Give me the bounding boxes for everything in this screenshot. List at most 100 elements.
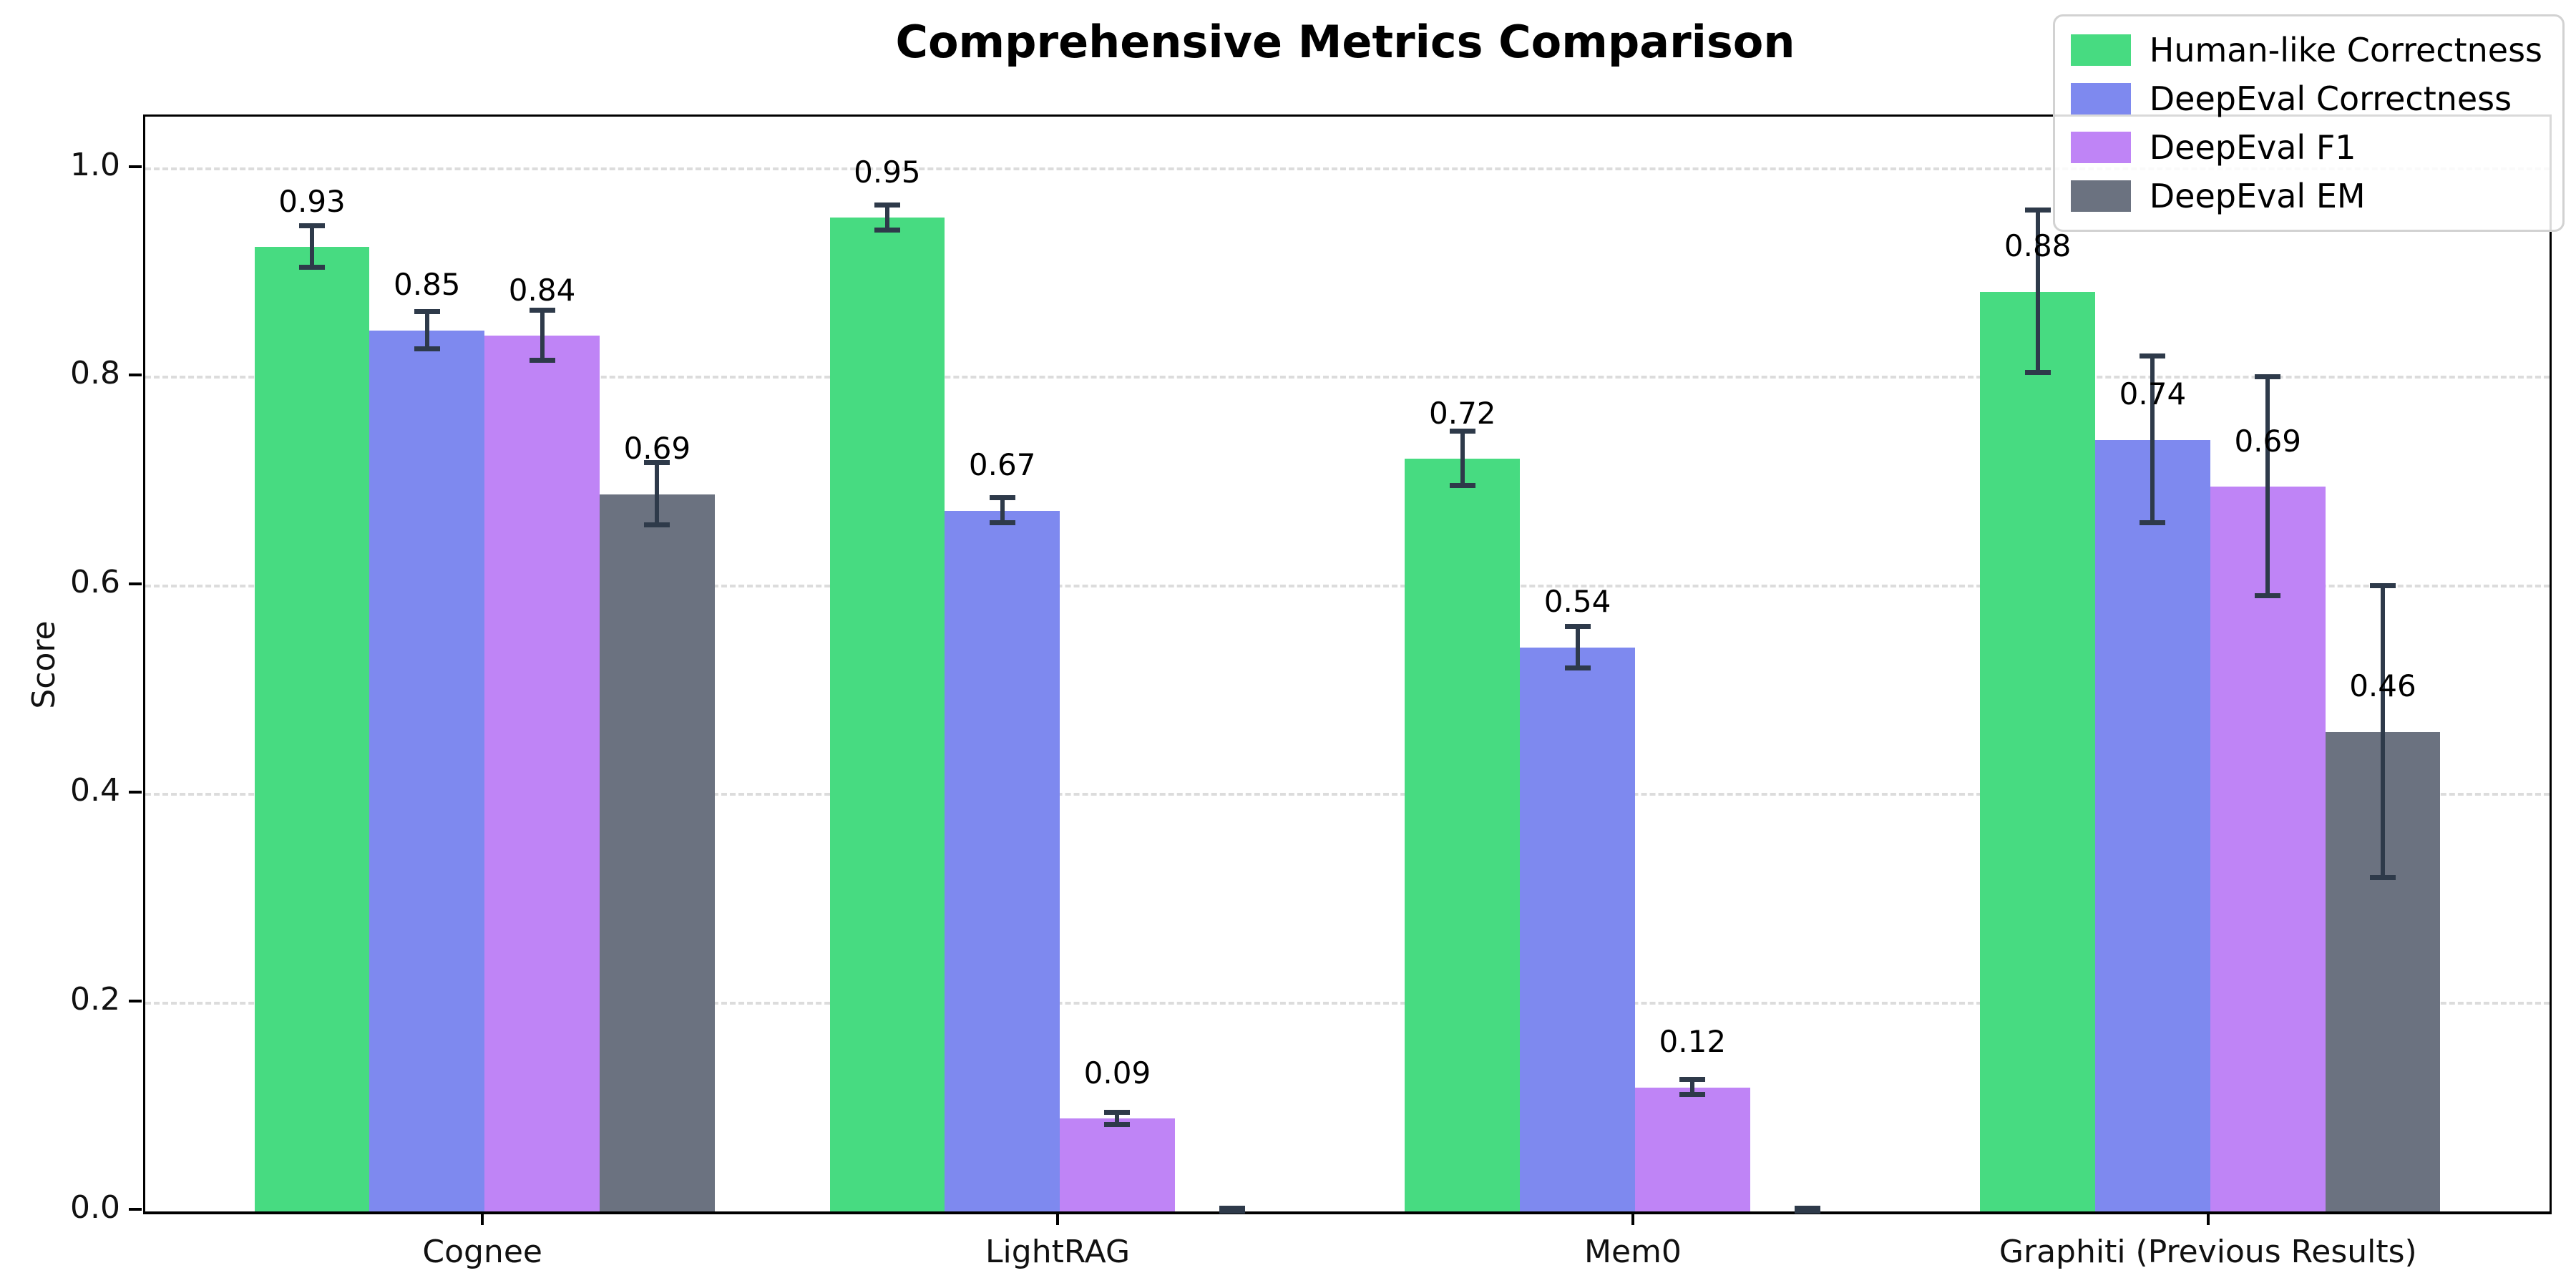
bar-deepeval-f1 [1060, 1118, 1175, 1211]
bar-deepeval-correctness [2095, 439, 2210, 1211]
bar-value-label: 0.46 [2349, 668, 2416, 704]
bar-deepeval-f1 [1634, 1087, 1750, 1211]
legend-swatch-deepeval-f1 [2070, 132, 2131, 163]
bar-deepeval-f1 [2210, 487, 2326, 1211]
y-axis-tick [129, 1208, 142, 1211]
error-bar [884, 205, 889, 230]
bar-value-label: 0.85 [394, 267, 461, 303]
error-bar-cap [1449, 482, 1475, 488]
y-tick-label: 0.2 [70, 980, 120, 1018]
bar-human-like-correctness [1405, 458, 1521, 1211]
error-bar-cap [414, 308, 440, 314]
chart-title: Comprehensive Metrics Comparison [895, 16, 1795, 68]
error-bar-cap [874, 202, 900, 208]
y-tick-label: 0.8 [70, 355, 120, 392]
error-bar-cap [1564, 665, 1591, 670]
bar-value-label: 0.54 [1543, 584, 1611, 620]
error-bar-cap [1564, 623, 1591, 629]
y-tick-label: 0.4 [70, 772, 120, 809]
error-bar-cap [1449, 429, 1475, 434]
bar-deepeval-em [599, 494, 715, 1211]
error-bar [310, 226, 315, 268]
error-bar-cap [1679, 1077, 1706, 1083]
gridline [145, 167, 2550, 170]
error-bar [655, 462, 660, 526]
y-axis-label: Score [26, 620, 62, 709]
error-bar-cap [1795, 1205, 1821, 1211]
x-tick-label: Cognee [422, 1234, 542, 1270]
error-bar-cap [299, 265, 326, 270]
legend-row: DeepEval F1 [2070, 128, 2542, 167]
y-axis-tick [129, 582, 142, 585]
bar-value-label: 0.67 [968, 447, 1036, 483]
legend-label: DeepEval F1 [2149, 128, 2356, 167]
bar-human-like-correctness [1980, 291, 2096, 1211]
bar-deepeval-f1 [484, 336, 600, 1211]
error-bar-cap [989, 520, 1015, 526]
gridline [145, 376, 2550, 379]
bar-value-label: 0.72 [1429, 395, 1496, 431]
error-bar-cap [1795, 1209, 1821, 1214]
bar-deepeval-correctness [945, 510, 1060, 1211]
error-bar-cap [2255, 593, 2281, 599]
bar-deepeval-correctness [369, 330, 485, 1211]
legend-label: Human-like Correctness [2149, 31, 2542, 69]
error-bar-cap [644, 459, 670, 465]
error-bar-cap [529, 308, 555, 313]
error-bar [424, 311, 429, 349]
error-bar-cap [2024, 370, 2051, 376]
error-bar [1115, 1112, 1120, 1126]
y-axis-tick [129, 791, 142, 794]
bar-value-label: 0.93 [278, 183, 346, 219]
gridline [145, 1001, 2550, 1005]
bar-value-label: 0.09 [1083, 1055, 1151, 1091]
error-bar [2265, 377, 2270, 597]
error-bar [1000, 498, 1005, 524]
error-bar-cap [644, 522, 670, 528]
error-bar-cap [874, 227, 900, 233]
error-bar [2150, 356, 2155, 524]
x-axis-tick [1631, 1212, 1634, 1225]
gridline [145, 584, 2550, 587]
error-bar [2035, 210, 2040, 374]
error-bar-cap [2369, 874, 2396, 880]
legend-swatch-deepeval-correctness [2070, 83, 2131, 114]
legend-label: DeepEval Correctness [2149, 79, 2512, 118]
error-bar-cap [529, 357, 555, 363]
error-bar-cap [1219, 1209, 1246, 1214]
bar-value-label: 0.88 [2004, 228, 2072, 264]
y-tick-label: 0.0 [70, 1189, 120, 1226]
error-bar-cap [2255, 374, 2281, 380]
bar-deepeval-correctness [1520, 647, 1635, 1211]
bar-value-label: 0.12 [1659, 1024, 1727, 1060]
y-tick-label: 0.6 [70, 563, 120, 600]
error-bar [1575, 626, 1580, 668]
error-bar-cap [2024, 208, 2051, 213]
error-bar-cap [2140, 520, 2166, 526]
x-tick-label: Mem0 [1584, 1234, 1682, 1270]
legend: Human-like Correctness DeepEval Correctne… [2052, 14, 2565, 232]
y-axis-tick [129, 999, 142, 1002]
x-axis-tick [1056, 1212, 1060, 1225]
bar-value-label: 0.69 [623, 431, 691, 467]
error-bar [2380, 585, 2385, 878]
plot-area: 0.93 0.95 0.72 0.88 0.85 0.67 0.54 0.74 0.84 0.09… [143, 114, 2552, 1214]
error-bar-cap [2369, 582, 2396, 588]
x-axis-tick [2206, 1212, 2210, 1225]
bar-human-like-correctness [829, 218, 945, 1211]
error-bar-cap [1104, 1109, 1131, 1115]
error-bar-cap [299, 223, 326, 228]
x-tick-label: LightRAG [985, 1234, 1131, 1270]
error-bar-cap [1104, 1122, 1131, 1128]
legend-swatch-deepeval-em [2070, 180, 2131, 212]
legend-label: DeepEval EM [2149, 177, 2366, 215]
bar-value-label: 0.84 [508, 272, 576, 308]
bar-value-label: 0.74 [2119, 376, 2187, 412]
legend-row: DeepEval Correctness [2070, 79, 2542, 118]
bar-value-label: 0.95 [854, 155, 921, 190]
y-tick-label: 1.0 [70, 146, 120, 183]
error-bar [1460, 431, 1465, 486]
legend-swatch-human-like-correctness [2070, 34, 2131, 66]
x-tick-label: Graphiti (Previous Results) [1999, 1234, 2417, 1270]
